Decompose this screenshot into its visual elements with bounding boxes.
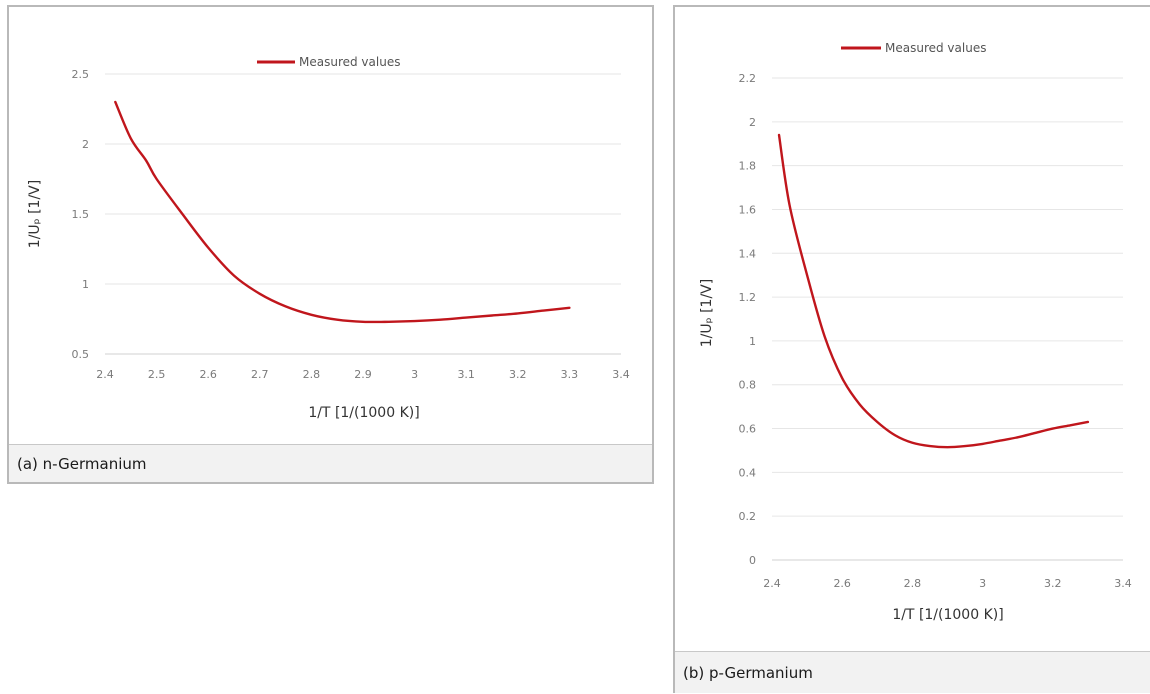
y-tick-label: 0.4: [739, 466, 757, 479]
x-axis-label: 1/T [1/(1000 K)]: [308, 405, 419, 421]
y-tick-label: 0.5: [72, 348, 90, 361]
legend-label: Measured values: [885, 41, 986, 55]
y-tick-label: 1: [749, 335, 756, 348]
y-tick-label: 1.6: [739, 203, 757, 216]
x-tick-label: 3.2: [509, 368, 527, 381]
x-tick-label: 2.5: [148, 368, 166, 381]
y-tick-label: 2.5: [72, 68, 90, 81]
y-axis-label: 1/Uₚ [1/V]: [699, 279, 715, 347]
figure-panel-a: 0.5 1 1.5 2 2.5 2.4 2.5 2.6 2.7 2.8 2.9 3 3.1 3.2 3.3 3…: [7, 5, 654, 484]
y-tick-label: 0: [749, 554, 756, 567]
x-tick-label: 2.8: [303, 368, 321, 381]
x-tick-label: 3.4: [612, 368, 630, 381]
y-tick-label: 0.8: [739, 379, 757, 392]
y-tick-label: 2: [749, 116, 756, 129]
y-tick-label: 1.8: [739, 160, 757, 173]
x-tick-label: 3.4: [1114, 577, 1132, 590]
x-tick-label: 2.8: [904, 577, 922, 590]
x-tick-label: 3.2: [1044, 577, 1062, 590]
y-tick-label: 1.2: [739, 291, 757, 304]
y-axis-label: 1/Uₚ [1/V]: [27, 180, 43, 248]
x-tick-label: 3: [979, 577, 986, 590]
caption-a: (a) n-Germanium: [9, 444, 652, 482]
y-tick-label: 2.2: [739, 72, 757, 85]
x-tick-label: 2.4: [96, 368, 114, 381]
y-tick-label: 1.4: [739, 247, 757, 260]
x-tick-label: 2.6: [199, 368, 217, 381]
x-tick-label: 2.4: [763, 577, 781, 590]
y-tick-label: 0.2: [739, 510, 757, 523]
y-tick-label: 1.5: [72, 208, 90, 221]
series-line-measured-values: [777, 133, 1090, 449]
x-axis-label: 1/T [1/(1000 K)]: [892, 607, 1003, 623]
x-tick-label: 3.3: [561, 368, 579, 381]
figure-panel-b: 0 0.2 0.4 0.6 0.8 1 1.2 1.4 1.6 1.8 2 2.2 2.4 2.6 2.8 3…: [673, 5, 1150, 693]
chart-b: 0 0.2 0.4 0.6 0.8 1 1.2 1.4 1.6 1.8 2 2.2 2.4 2.6 2.8 3…: [699, 41, 1132, 623]
x-tick-label: 3.1: [457, 368, 475, 381]
y-tick-label: 2: [82, 138, 89, 151]
chart-a: 0.5 1 1.5 2 2.5 2.4 2.5 2.6 2.7 2.8 2.9 3 3.1 3.2 3.3 3…: [27, 55, 630, 421]
x-tick-label: 2.9: [354, 368, 372, 381]
legend-label: Measured values: [299, 55, 400, 69]
caption-b: (b) p-Germanium: [675, 651, 1150, 693]
x-tick-label: 2.7: [251, 368, 269, 381]
x-tick-label: 2.6: [833, 577, 851, 590]
y-tick-label: 1: [82, 278, 89, 291]
series-line-measured-values: [114, 100, 571, 324]
y-tick-label: 0.6: [739, 423, 757, 436]
x-tick-label: 3: [411, 368, 418, 381]
